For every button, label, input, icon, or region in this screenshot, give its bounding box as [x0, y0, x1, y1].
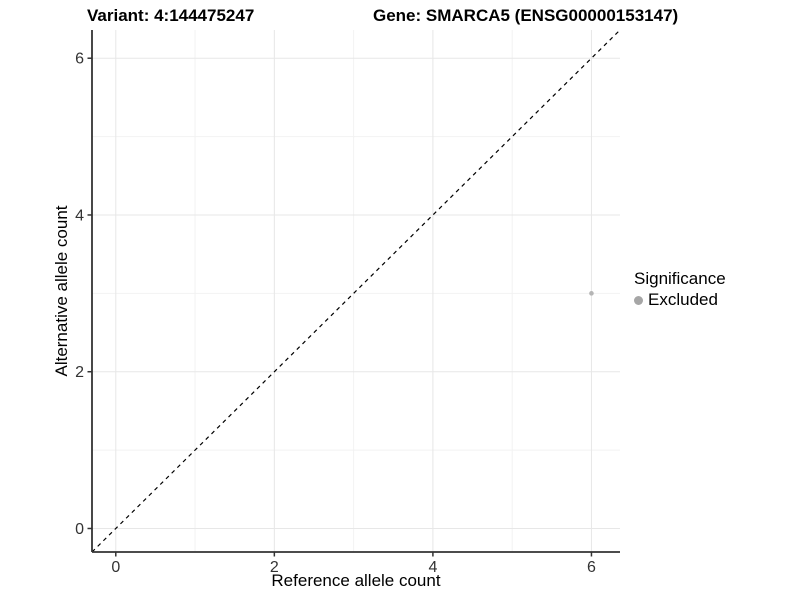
- legend-item-excluded: Excluded: [634, 291, 726, 309]
- x-tick-label: 2: [270, 559, 279, 576]
- y-tick-label: 2: [75, 364, 84, 381]
- legend: Significance Excluded: [634, 269, 726, 309]
- legend-item-label: Excluded: [648, 290, 718, 309]
- legend-key-dot-icon: [634, 295, 643, 305]
- x-tick-label: 4: [428, 559, 437, 576]
- y-tick-label: 0: [75, 521, 84, 538]
- x-tick-label: 6: [587, 559, 596, 576]
- legend-title: Significance: [634, 269, 726, 288]
- plot-title-gene: Gene: SMARCA5 (ENSG00000153147): [373, 6, 679, 25]
- y-tick-label: 6: [75, 51, 84, 68]
- y-tick-label: 4: [75, 207, 84, 224]
- plot-title-variant: Variant: 4:144475247: [87, 6, 255, 25]
- y-axis-title: Alternative allele count: [52, 205, 71, 377]
- identity-reference-line: [91, 29, 621, 553]
- data-point: [589, 291, 594, 296]
- x-tick-label: 0: [111, 559, 120, 576]
- x-axis-title: Reference allele count: [271, 571, 441, 590]
